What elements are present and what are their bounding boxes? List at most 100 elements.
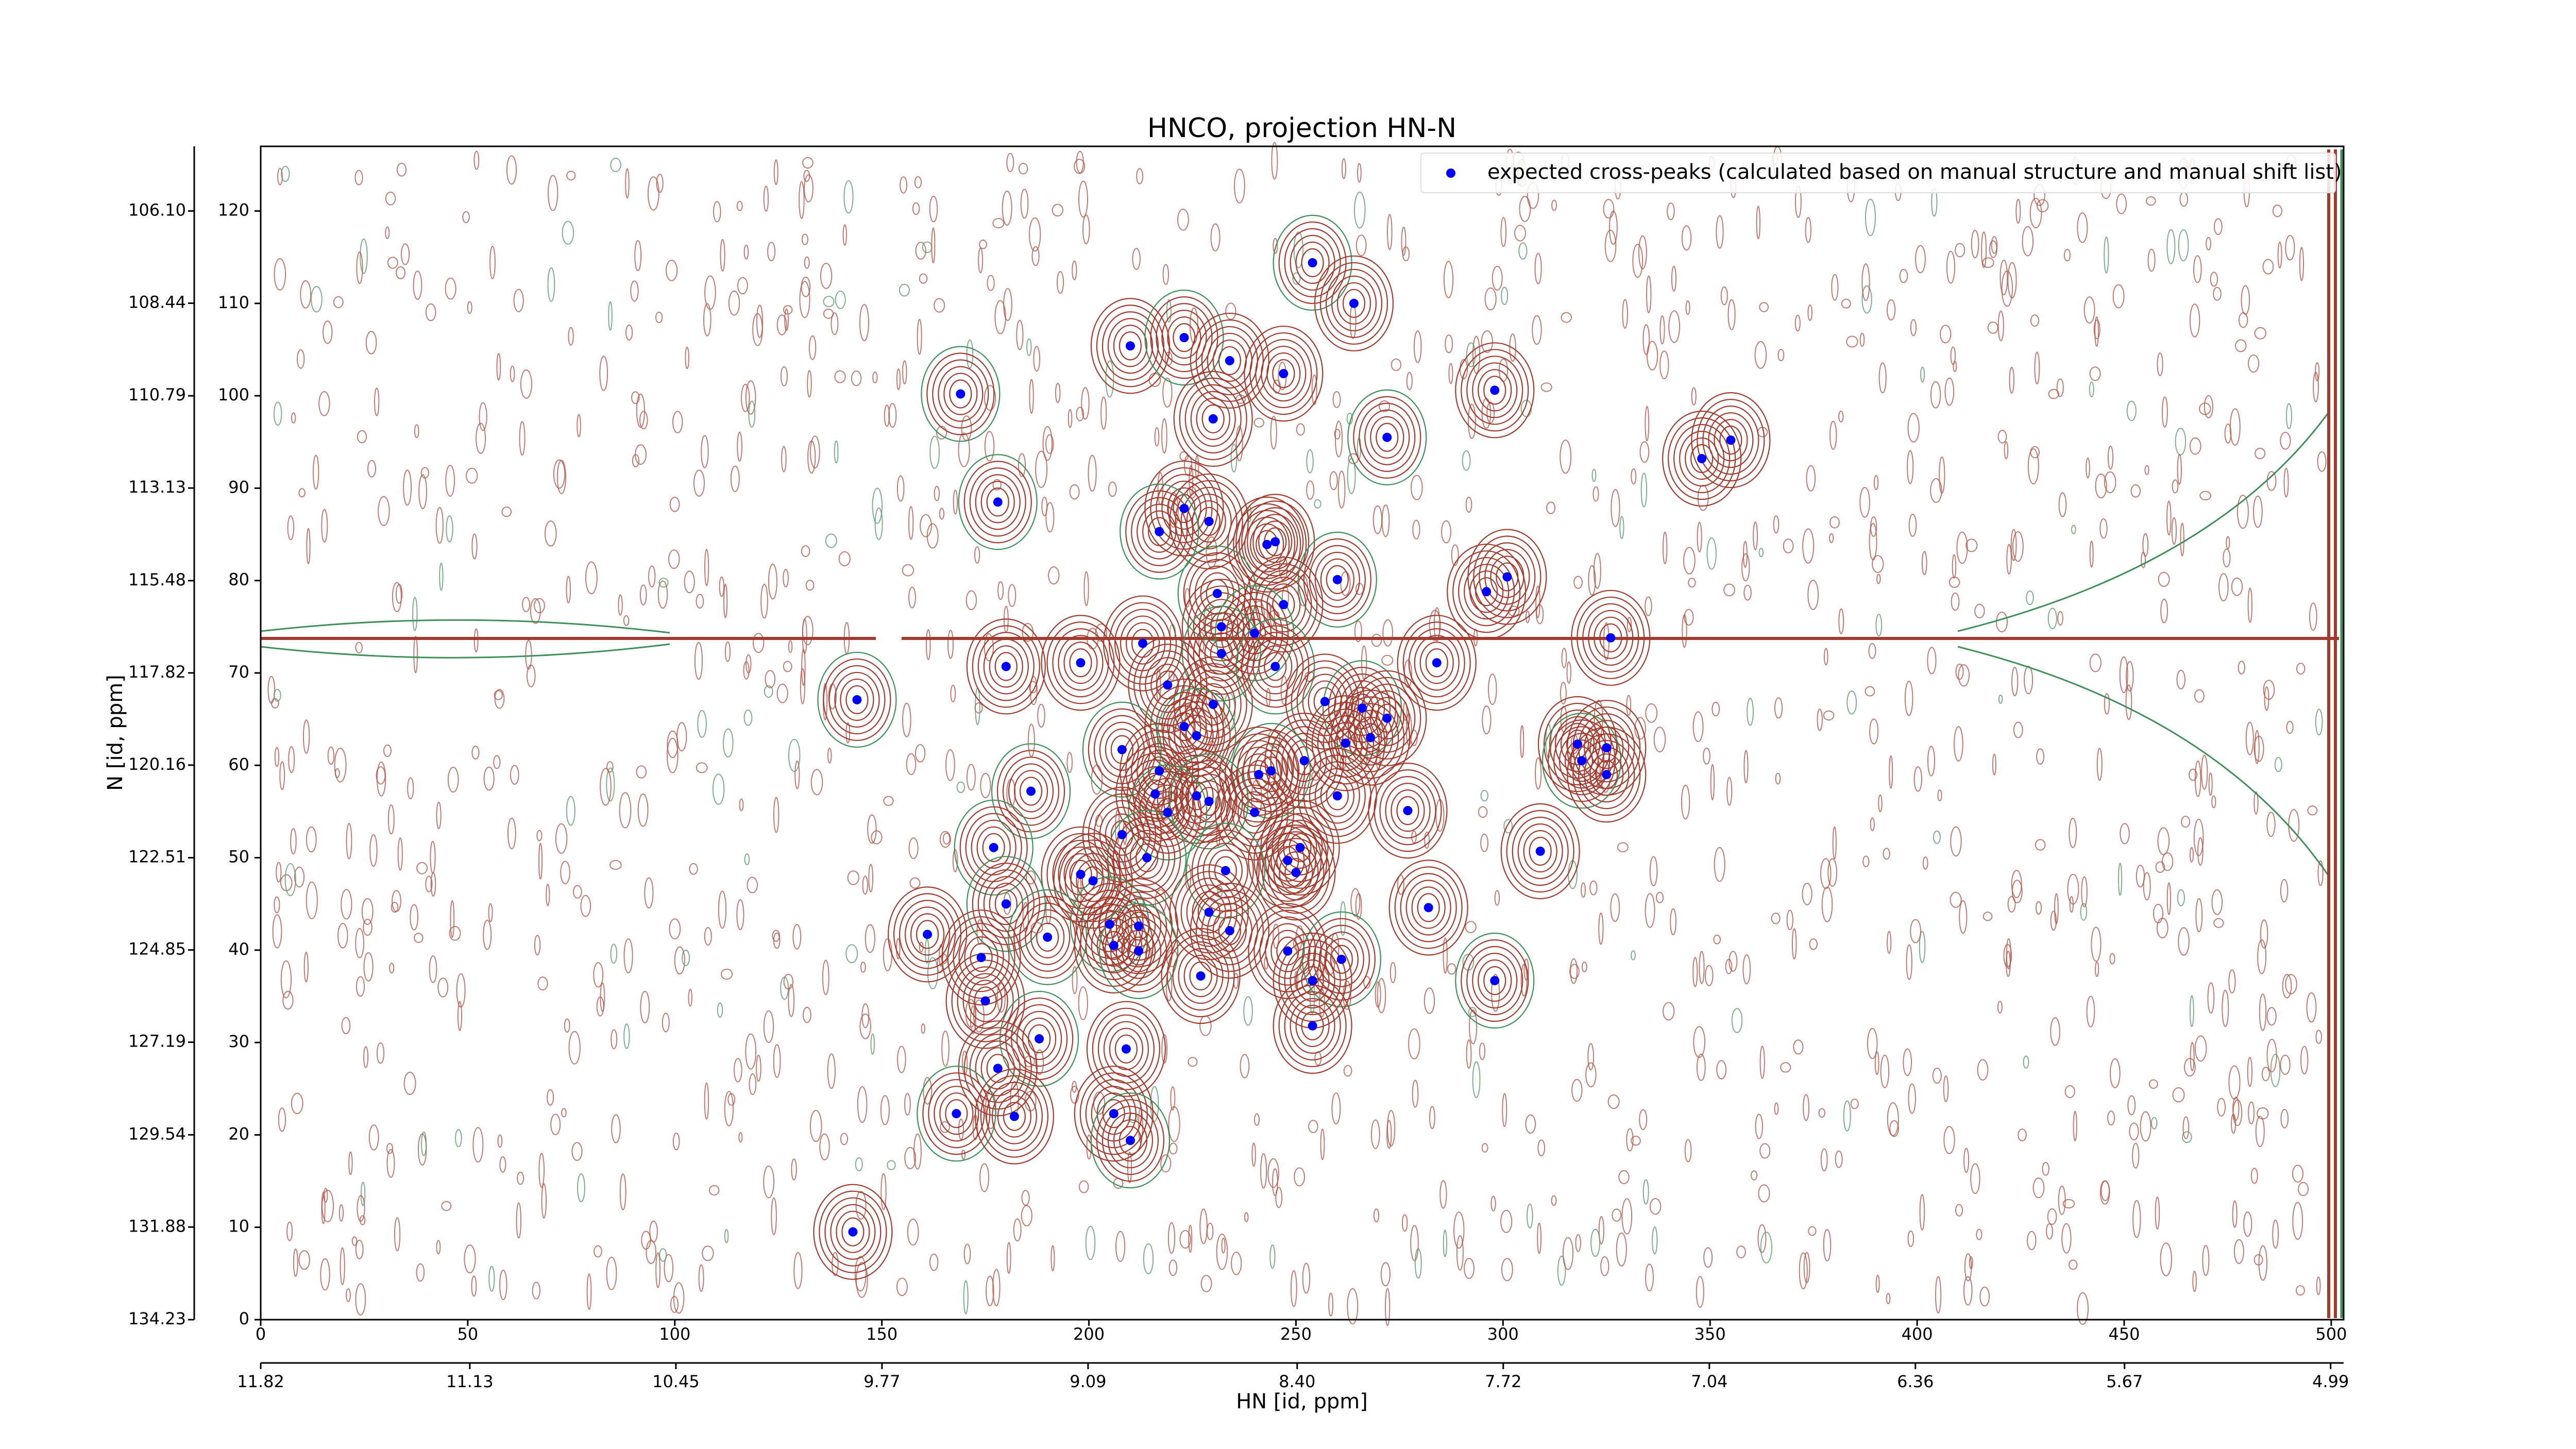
peak-contour [841, 1217, 865, 1246]
noise-contour [805, 580, 815, 591]
noise-contour [1710, 764, 1715, 801]
noise-contour [1453, 1211, 1465, 1249]
noise-contour [489, 245, 496, 279]
noise-contour [564, 1018, 570, 1033]
noise-contour [2057, 611, 2063, 626]
ridge [2327, 149, 2337, 1318]
noise-contour [1869, 718, 1879, 745]
noise-contour [522, 597, 531, 612]
peak-marker [1009, 1111, 1019, 1121]
noise-contour [980, 773, 991, 798]
peak-contour [1187, 612, 1256, 695]
noise-contour [1696, 1276, 1704, 1308]
noise-contour [2143, 872, 2151, 901]
noise-contour [800, 668, 806, 704]
peak-contour [1227, 496, 1307, 593]
noise-contour [2292, 1165, 2303, 1183]
noise-contour [1401, 227, 1406, 256]
peak-contour [1074, 1066, 1154, 1162]
noise-contour [2193, 255, 2202, 283]
peak-contour [823, 658, 891, 742]
noise-contour [1136, 168, 1144, 184]
noise-contour [1410, 730, 1418, 747]
noise-contour [425, 875, 433, 892]
x2-tick-label: 7.72 [1485, 1372, 1521, 1391]
noise-contour [2172, 479, 2179, 494]
noise-contour [1443, 261, 1454, 298]
noise-contour [1260, 1153, 1267, 1189]
peak-contour [968, 980, 1003, 1022]
peak-contour [1279, 851, 1313, 894]
noise-contour [672, 411, 683, 433]
peak-contour [958, 930, 1004, 986]
peak-contour [1192, 500, 1226, 543]
noise-contour [721, 968, 733, 980]
x-tick-label: 50 [457, 1324, 479, 1344]
noise-contour [1481, 330, 1494, 353]
noise-contour [1331, 1092, 1341, 1125]
peak-contour [910, 913, 945, 956]
peak-marker [1291, 868, 1301, 878]
noise-contour [2023, 1055, 2029, 1069]
noise-contour [1647, 341, 1658, 371]
peak-contour [1411, 886, 1446, 929]
noise-contour [1387, 214, 1393, 250]
noise-contour [1076, 407, 1084, 422]
noise-contour [867, 814, 877, 844]
peak-marker [1208, 414, 1218, 424]
peak-contour [1330, 945, 1353, 974]
peak-contour [1272, 590, 1295, 619]
peak-contour [1582, 603, 1639, 672]
noise-contour [2266, 812, 2276, 837]
noise-contour [1571, 1079, 1583, 1102]
peak-contour [1099, 721, 1145, 778]
y-tick-label: 90 [228, 477, 249, 497]
noise-contour [703, 303, 711, 336]
noise-contour [940, 1121, 950, 1133]
noise-contour [1382, 619, 1393, 647]
y2-tick-label: 124.85 [128, 939, 186, 959]
peak-contour [1248, 812, 1328, 909]
noise-contour [600, 768, 612, 806]
noise-contour [2207, 982, 2215, 1014]
noise-contour [1922, 856, 1928, 870]
noise-contour [1867, 1028, 1878, 1059]
noise-contour [1294, 971, 1299, 989]
noise-contour [947, 630, 954, 659]
noise-contour [1964, 1253, 1972, 1282]
noise-contour [2208, 772, 2213, 796]
peak-contour [926, 352, 995, 435]
noise-contour [1501, 287, 1509, 306]
noise-contour [1696, 1053, 1706, 1081]
noise-contour [1363, 976, 1371, 989]
peak-marker [993, 1064, 1003, 1073]
y-tick-label: 30 [228, 1032, 249, 1051]
peak-contour [1259, 916, 1316, 986]
peak-contour [1190, 312, 1269, 409]
noise-contour [1161, 418, 1167, 454]
noise-contour [2061, 1223, 2072, 1254]
noise-contour [2264, 686, 2269, 711]
noise-contour [385, 191, 396, 206]
noise-contour [840, 1133, 849, 1145]
peak-contour [1278, 221, 1347, 305]
peak-contour [1541, 713, 1622, 809]
noise-contour [499, 1270, 507, 1301]
peak-contour [1419, 642, 1454, 684]
noise-contour [2177, 889, 2185, 906]
noise-contour [2176, 669, 2185, 689]
noise-contour [1006, 153, 1014, 172]
peak-marker [1208, 699, 1218, 709]
peak-contour [1385, 783, 1431, 839]
peak-contour [1320, 774, 1354, 817]
noise-contour [1566, 661, 1571, 684]
peak-contour [1175, 480, 1243, 563]
noise-contour [688, 988, 692, 1007]
peak-contour [828, 665, 886, 735]
peak-marker [1225, 926, 1234, 936]
noise-contour [1693, 1026, 1706, 1058]
peak-marker [1423, 903, 1433, 913]
noise-contour [1143, 1243, 1154, 1274]
peak-contour [1336, 696, 1405, 779]
noise-contour [1076, 150, 1084, 174]
